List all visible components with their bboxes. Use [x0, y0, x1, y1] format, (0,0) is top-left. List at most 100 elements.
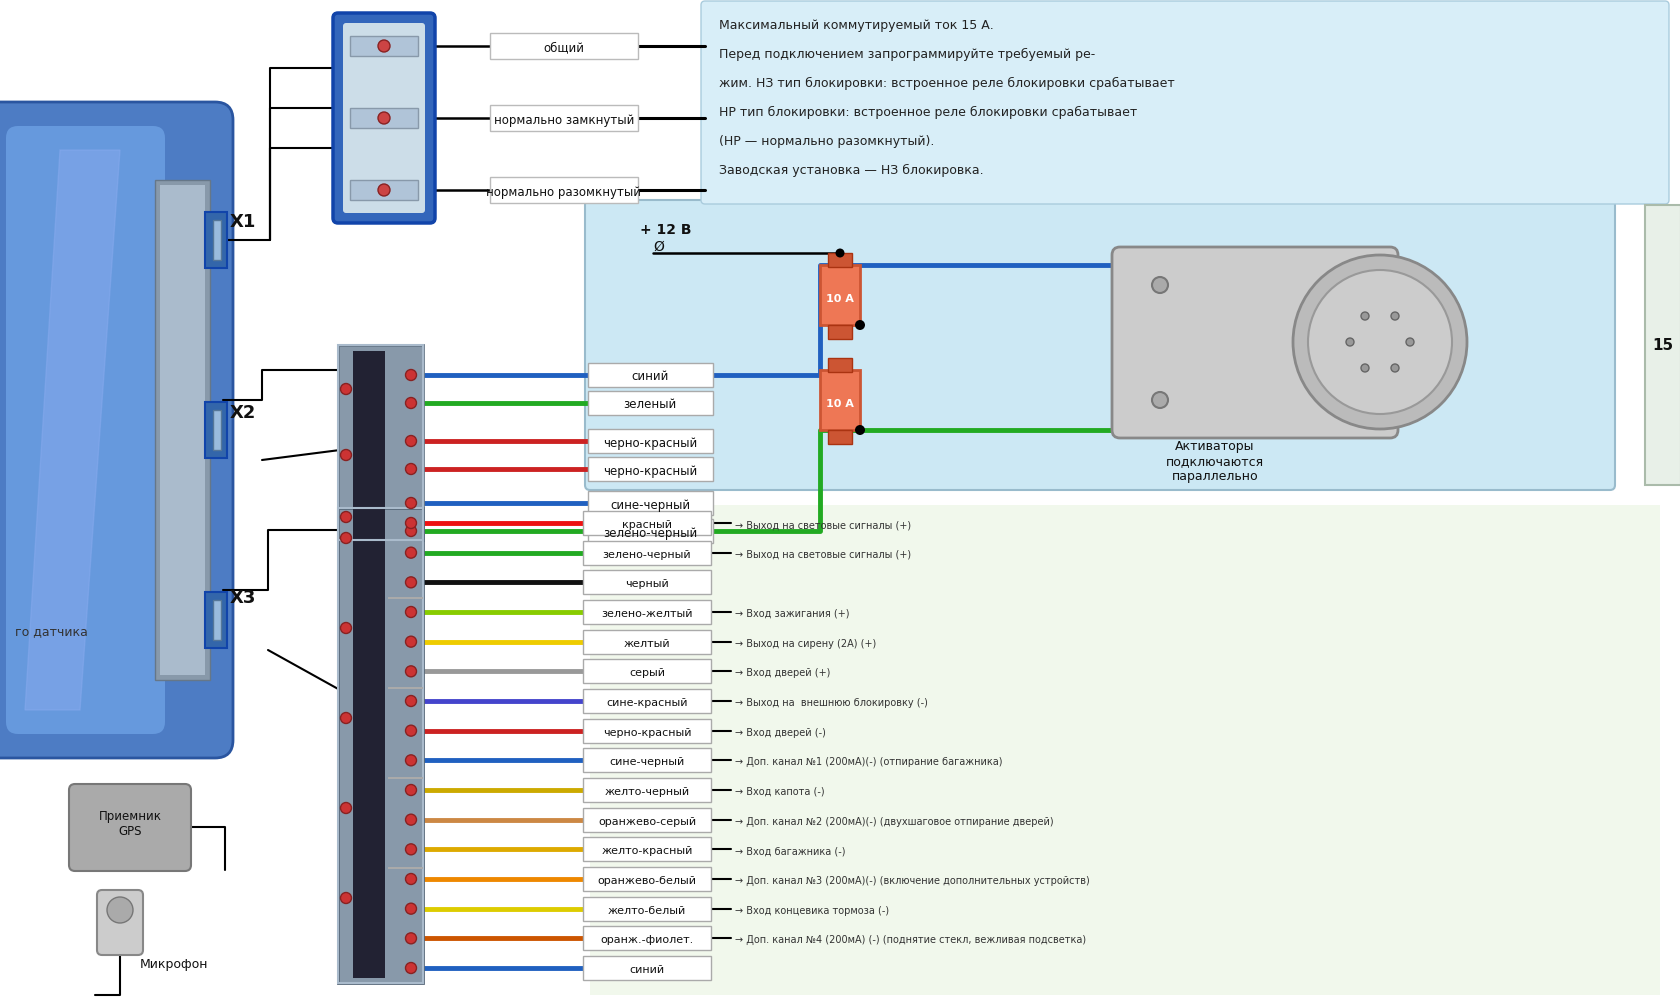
Circle shape: [405, 498, 417, 508]
Circle shape: [341, 532, 351, 543]
Circle shape: [341, 803, 351, 814]
Circle shape: [405, 785, 417, 796]
Circle shape: [1307, 270, 1452, 414]
Bar: [338, 345, 423, 540]
Text: нормально разомкнутый: нормально разомкнутый: [486, 185, 642, 198]
Bar: [583, 659, 711, 683]
Text: 10 А: 10 А: [825, 294, 853, 304]
Text: сине-черный: сине-черный: [610, 499, 690, 511]
Text: серый: серый: [628, 668, 665, 678]
Circle shape: [341, 712, 351, 723]
Text: + 12 В: + 12 В: [640, 223, 690, 237]
FancyBboxPatch shape: [1112, 247, 1398, 438]
Text: → Выход на световые сигналы (+): → Выход на световые сигналы (+): [734, 520, 911, 530]
Bar: [388, 687, 423, 689]
Circle shape: [378, 112, 390, 124]
Circle shape: [405, 436, 417, 447]
Text: → Выход на  внешнюю блокировку (-): → Выход на внешнюю блокировку (-): [734, 698, 927, 708]
Bar: [588, 363, 712, 387]
Circle shape: [108, 897, 133, 923]
Text: красный: красный: [622, 520, 672, 530]
Bar: [353, 513, 385, 978]
Bar: [349, 36, 418, 56]
Circle shape: [405, 636, 417, 647]
Text: (НР — нормально разомкнутый).: (НР — нормально разомкнутый).: [719, 135, 934, 148]
Text: → Доп. канал №1 (200мА)(-) (отпирание багажника): → Доп. канал №1 (200мА)(-) (отпирание ба…: [734, 758, 1001, 768]
Bar: [388, 867, 423, 869]
Bar: [583, 540, 711, 564]
Text: Приемник
GPS: Приемник GPS: [99, 810, 161, 838]
Bar: [588, 391, 712, 415]
Circle shape: [405, 464, 417, 475]
FancyBboxPatch shape: [7, 126, 165, 734]
Bar: [583, 778, 711, 802]
Text: нормально замкнутый: нормально замкнутый: [494, 114, 633, 127]
Text: общий: общий: [543, 41, 585, 54]
Bar: [583, 956, 711, 980]
Circle shape: [1389, 364, 1398, 372]
Bar: [155, 180, 210, 680]
Text: оранжево-серый: оранжево-серый: [598, 817, 696, 827]
Circle shape: [378, 184, 390, 196]
Text: → Доп. канал №4 (200мА) (-) (поднятие стекл, вежливая подсветка): → Доп. канал №4 (200мА) (-) (поднятие ст…: [734, 936, 1085, 946]
Bar: [160, 185, 205, 675]
Text: зеленый: зеленый: [623, 398, 677, 411]
Text: синий: синий: [632, 370, 669, 383]
Bar: [588, 429, 712, 453]
Text: → Вход концевика тормоза (-): → Вход концевика тормоза (-): [734, 905, 889, 915]
Circle shape: [341, 383, 351, 394]
Bar: [820, 370, 860, 430]
Circle shape: [1292, 255, 1467, 429]
Circle shape: [1151, 392, 1168, 408]
Text: Заводская установка — НЗ блокировка.: Заводская установка — НЗ блокировка.: [719, 164, 983, 177]
Text: черный: черный: [625, 579, 669, 590]
Circle shape: [405, 695, 417, 706]
Circle shape: [405, 814, 417, 825]
Text: Активаторы
подключаются
параллельно: Активаторы подключаются параллельно: [1166, 440, 1263, 483]
Text: сине-черный: сине-черный: [610, 758, 684, 768]
Text: → Вход багажника (-): → Вход багажника (-): [734, 846, 845, 856]
Bar: [213, 220, 220, 260]
Text: зелено-желтый: зелено-желтый: [601, 609, 692, 619]
Bar: [205, 212, 227, 268]
Bar: [583, 867, 711, 891]
Bar: [583, 570, 711, 595]
Bar: [828, 325, 852, 339]
Bar: [588, 457, 712, 481]
Text: 10 А: 10 А: [825, 399, 853, 409]
Bar: [583, 511, 711, 535]
Bar: [213, 410, 220, 450]
Bar: [349, 108, 418, 128]
Circle shape: [405, 754, 417, 766]
Bar: [338, 508, 423, 983]
Text: → Вход дверей (+): → Вход дверей (+): [734, 668, 830, 678]
Text: черно-красный: черно-красный: [603, 437, 697, 450]
Bar: [590, 505, 1660, 995]
Bar: [338, 508, 423, 983]
Circle shape: [405, 666, 417, 677]
Circle shape: [405, 547, 417, 558]
Bar: [338, 345, 423, 540]
Text: черно-красный: черно-красный: [603, 727, 690, 737]
Polygon shape: [25, 150, 119, 710]
Bar: [1645, 205, 1680, 485]
Circle shape: [1361, 364, 1368, 372]
Text: черно-красный: черно-красный: [603, 465, 697, 478]
Bar: [583, 808, 711, 832]
Circle shape: [405, 844, 417, 855]
Bar: [828, 253, 852, 267]
Bar: [828, 430, 852, 444]
Circle shape: [405, 873, 417, 884]
Circle shape: [1151, 277, 1168, 293]
Bar: [828, 358, 852, 372]
Text: → Выход на световые сигналы (+): → Выход на световые сигналы (+): [734, 549, 911, 559]
Circle shape: [405, 525, 417, 536]
Text: зелено-черный: зелено-черный: [603, 549, 690, 559]
Circle shape: [835, 248, 843, 258]
Circle shape: [341, 623, 351, 634]
Bar: [583, 927, 711, 951]
Bar: [820, 265, 860, 325]
Bar: [205, 402, 227, 458]
Circle shape: [405, 397, 417, 408]
FancyBboxPatch shape: [97, 890, 143, 955]
